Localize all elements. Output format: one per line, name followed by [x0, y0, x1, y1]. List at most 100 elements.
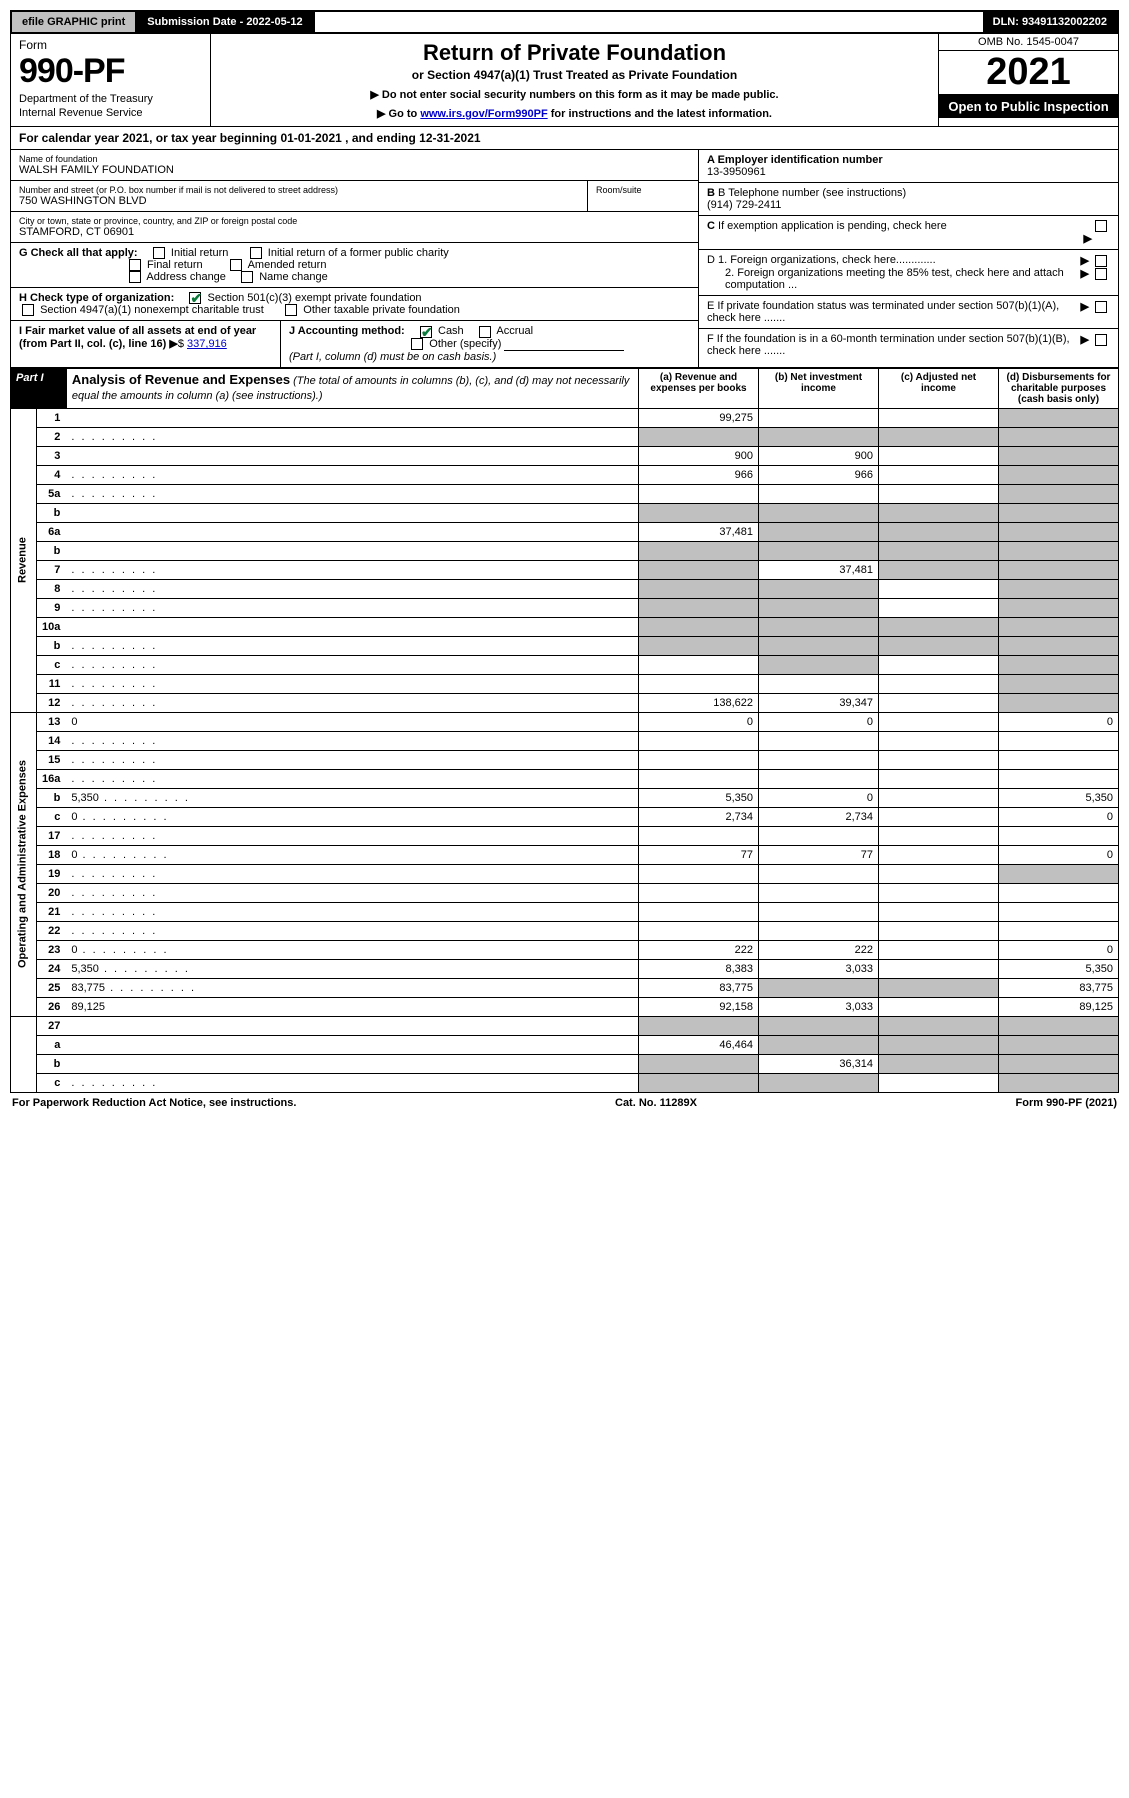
chk-other-method[interactable]: [411, 338, 423, 350]
city-label: City or town, state or province, country…: [19, 216, 690, 226]
a-label: A Employer identification number: [707, 154, 1110, 166]
amount-cell: 2,734: [759, 807, 879, 826]
chk-initial-public[interactable]: [250, 247, 262, 259]
amount-cell: [639, 750, 759, 769]
amount-cell: 39,347: [759, 693, 879, 712]
h-opt-3: Other taxable private foundation: [303, 304, 460, 316]
chk-cash[interactable]: [420, 326, 432, 338]
amount-cell: [879, 864, 999, 883]
line-number: 5a: [37, 484, 67, 503]
table-row: 14: [11, 731, 1119, 750]
top-bar: efile GRAPHIC print Submission Date - 20…: [10, 10, 1119, 34]
efile-print-button[interactable]: efile GRAPHIC print: [12, 12, 137, 32]
chk-name-change[interactable]: [241, 271, 253, 283]
chk-amended[interactable]: [230, 259, 242, 271]
amount-cell: [879, 655, 999, 674]
table-row: b: [11, 636, 1119, 655]
chk-f[interactable]: [1095, 334, 1107, 346]
entity-info-block: Name of foundation WALSH FAMILY FOUNDATI…: [10, 150, 1119, 368]
line-number: 1: [37, 408, 67, 427]
amount-cell: 0: [999, 807, 1119, 826]
room-label: Room/suite: [596, 185, 690, 195]
amount-cell: [879, 579, 999, 598]
tax-year: 2021: [939, 51, 1118, 95]
line-number: 19: [37, 864, 67, 883]
line-number: 6a: [37, 522, 67, 541]
amount-cell: [999, 883, 1119, 902]
chk-d2[interactable]: [1095, 268, 1107, 280]
line-number: 25: [37, 978, 67, 997]
amount-cell: 5,350: [639, 788, 759, 807]
form990pf-link[interactable]: www.irs.gov/Form990PF: [420, 108, 547, 120]
amount-cell: [999, 1035, 1119, 1054]
amount-cell: [639, 921, 759, 940]
chk-final-return[interactable]: [129, 259, 141, 271]
line-number: 2: [37, 427, 67, 446]
table-row: 17: [11, 826, 1119, 845]
amount-cell: [999, 484, 1119, 503]
line-description: 0: [66, 712, 638, 731]
calendar-year-row: For calendar year 2021, or tax year begi…: [10, 127, 1119, 150]
amount-cell: [639, 1054, 759, 1073]
chk-initial-return[interactable]: [153, 247, 165, 259]
g-opt-3: Amended return: [248, 259, 327, 271]
h-opt-2: Section 4947(a)(1) nonexempt charitable …: [40, 304, 264, 316]
form-word: Form: [19, 38, 202, 52]
table-row: 22: [11, 921, 1119, 940]
line-description: [66, 769, 638, 788]
line-number: 24: [37, 959, 67, 978]
amount-cell: 37,481: [639, 522, 759, 541]
chk-accrual[interactable]: [479, 326, 491, 338]
part1-tag: Part I: [11, 368, 67, 408]
line-number: 20: [37, 883, 67, 902]
line-number: 9: [37, 598, 67, 617]
chk-other-taxable[interactable]: [285, 304, 297, 316]
line-description: 5,350: [66, 959, 638, 978]
submission-date: Submission Date - 2022-05-12: [137, 12, 314, 32]
line-description: [66, 503, 638, 522]
c-label: C If exemption application is pending, c…: [707, 220, 1092, 245]
amount-cell: [639, 484, 759, 503]
i-value-link[interactable]: 337,916: [187, 338, 227, 350]
line-number: 4: [37, 465, 67, 484]
chk-4947a1[interactable]: [22, 304, 34, 316]
line-number: 8: [37, 579, 67, 598]
j-accrual: Accrual: [496, 325, 533, 337]
amount-cell: [879, 560, 999, 579]
part1-desc: Analysis of Revenue and Expenses (The to…: [66, 368, 638, 408]
amount-cell: [999, 750, 1119, 769]
table-row: 2689,12592,1583,03389,125: [11, 997, 1119, 1016]
amount-cell: 77: [759, 845, 879, 864]
amount-cell: 2,734: [639, 807, 759, 826]
irs-label: Internal Revenue Service: [19, 107, 202, 119]
chk-e[interactable]: [1095, 301, 1107, 313]
amount-cell: [879, 446, 999, 465]
line-number: b: [37, 636, 67, 655]
amount-cell: [639, 883, 759, 902]
amount-cell: 77: [639, 845, 759, 864]
form-note-1: ▶ Do not enter social security numbers o…: [219, 88, 930, 101]
line-description: [66, 921, 638, 940]
amount-cell: [639, 560, 759, 579]
amount-cell: 0: [759, 712, 879, 731]
line-description: 0: [66, 807, 638, 826]
line-number: 3: [37, 446, 67, 465]
line-description: 83,775: [66, 978, 638, 997]
amount-cell: [639, 427, 759, 446]
chk-c[interactable]: [1095, 220, 1107, 232]
amount-cell: [759, 864, 879, 883]
line-number: 15: [37, 750, 67, 769]
chk-d1[interactable]: [1095, 255, 1107, 267]
amount-cell: [879, 712, 999, 731]
chk-501c3[interactable]: [189, 292, 201, 304]
amount-cell: [639, 636, 759, 655]
line-description: [66, 579, 638, 598]
chk-address-change[interactable]: [129, 271, 141, 283]
amount-cell: [879, 978, 999, 997]
amount-cell: [999, 446, 1119, 465]
table-row: 10a: [11, 617, 1119, 636]
amount-cell: [879, 1016, 999, 1035]
amount-cell: [759, 902, 879, 921]
amount-cell: [759, 503, 879, 522]
dept-label: Department of the Treasury: [19, 93, 202, 105]
